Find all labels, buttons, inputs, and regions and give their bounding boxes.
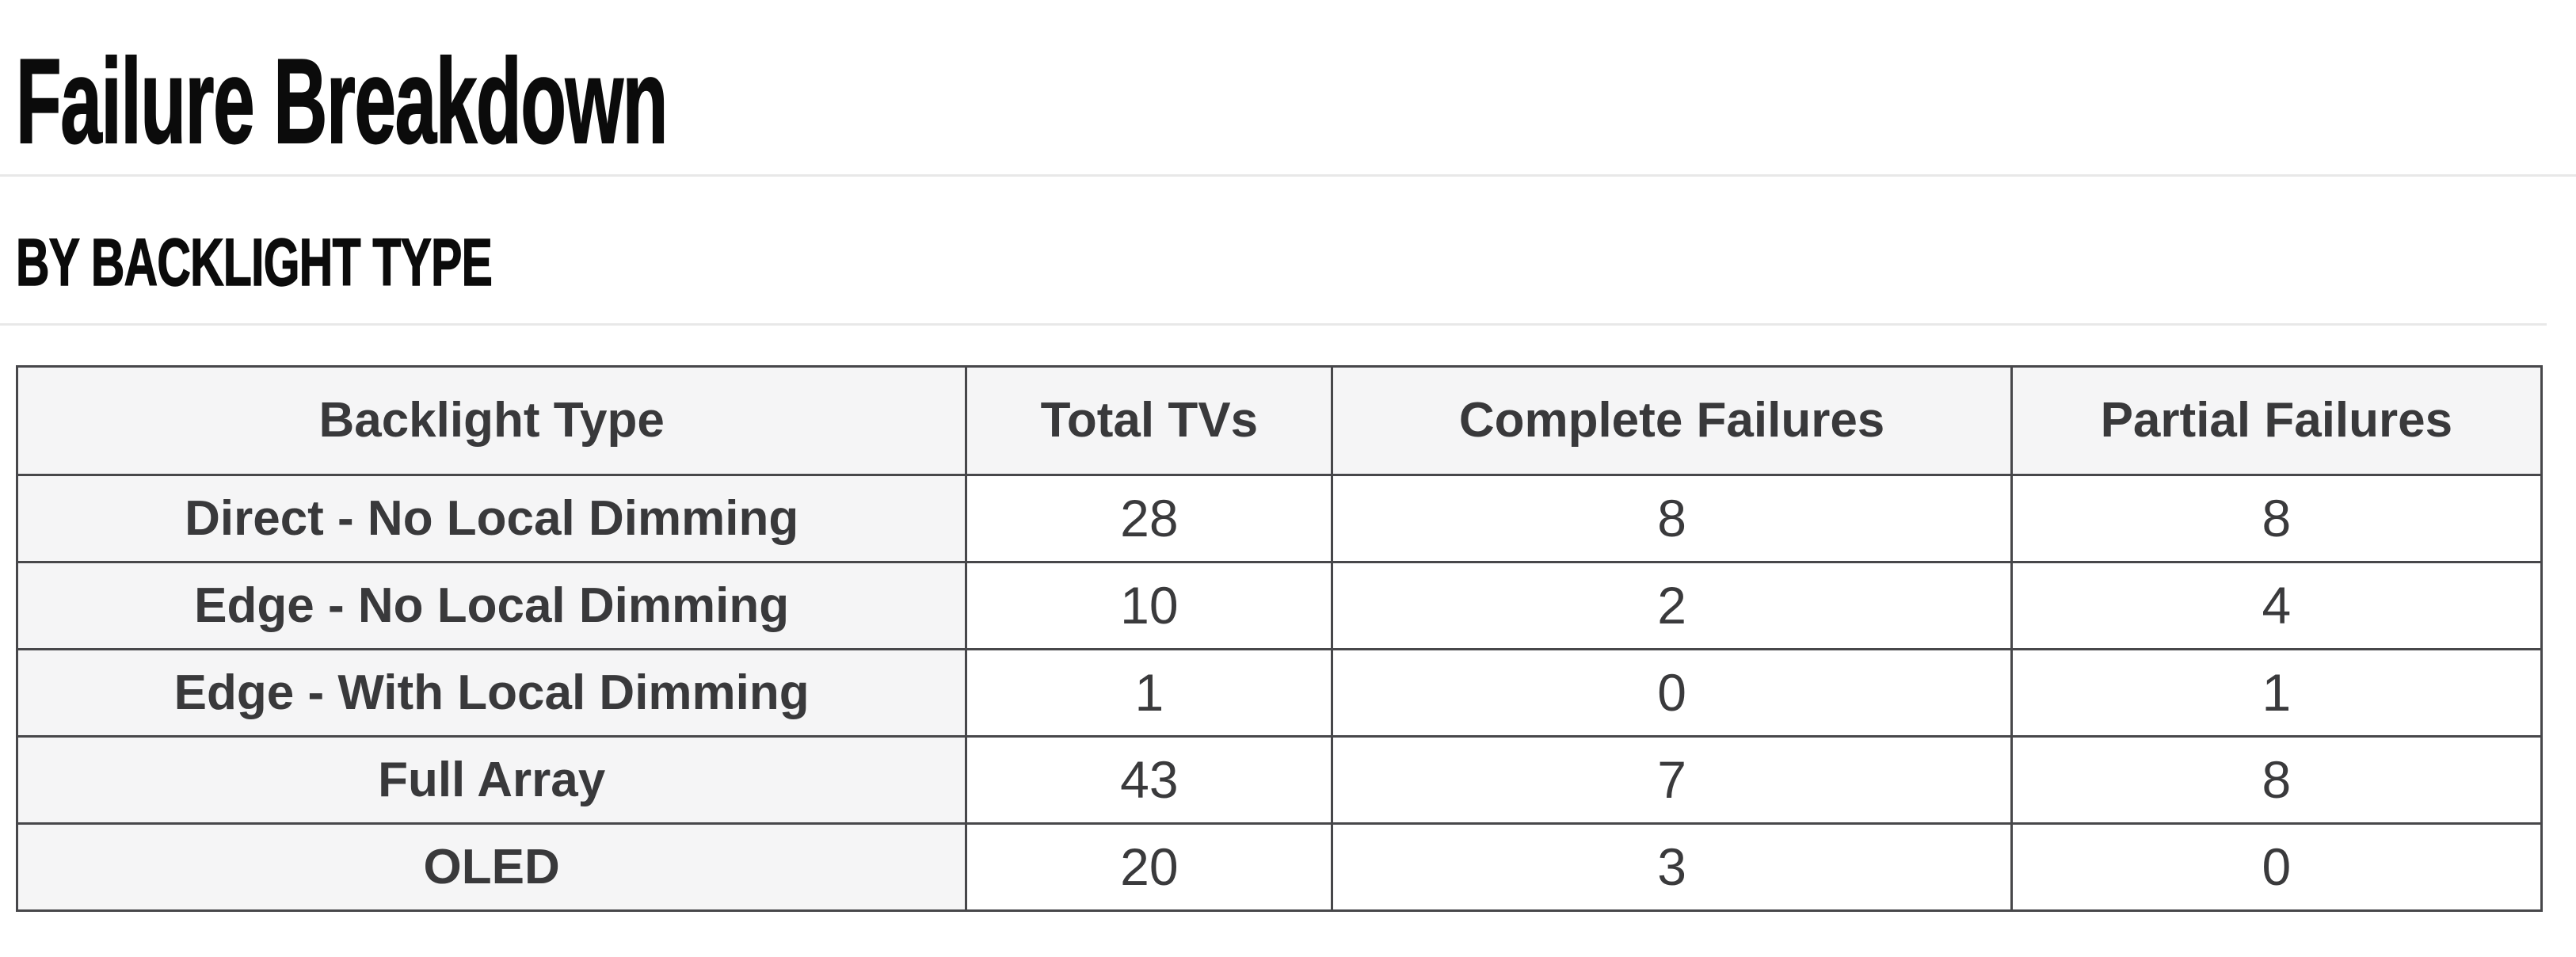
row-label-cell: Full Array xyxy=(15,734,968,825)
row-label-cell: Edge - No Local Dimming xyxy=(15,560,968,650)
value-cell: 8 xyxy=(2010,473,2544,563)
value-cell: 0 xyxy=(1331,647,2013,738)
column-header-complete-failures: Complete Failures xyxy=(1331,364,2013,476)
value-cell: 7 xyxy=(1331,734,2013,825)
table-row: Direct - No Local Dimming 28 8 8 xyxy=(15,473,2544,563)
column-header-partial-failures: Partial Failures xyxy=(2010,364,2544,476)
row-label-cell: Edge - With Local Dimming xyxy=(15,647,968,738)
section-heading: BY BACKLIGHT TYPE xyxy=(15,225,2576,300)
value-cell: 4 xyxy=(2010,560,2544,650)
value-cell: 3 xyxy=(1331,822,2013,912)
table-row: Full Array 43 7 8 xyxy=(15,734,2544,825)
value-cell: 8 xyxy=(1331,473,2013,563)
value-cell: 1 xyxy=(2010,647,2544,738)
value-cell: 1 xyxy=(965,647,1334,738)
column-header-total-tvs: Total TVs xyxy=(965,364,1334,476)
value-cell: 43 xyxy=(965,734,1334,825)
value-cell: 2 xyxy=(1331,560,2013,650)
title-divider xyxy=(0,174,2576,177)
section-divider xyxy=(0,322,2547,326)
column-header-backlight-type: Backlight Type xyxy=(15,364,968,476)
value-cell: 20 xyxy=(965,822,1334,912)
failure-breakdown-table: Backlight Type Total TVs Complete Failur… xyxy=(15,364,2544,912)
table-row: Edge - No Local Dimming 10 2 4 xyxy=(15,560,2544,650)
value-cell: 0 xyxy=(2010,822,2544,912)
value-cell: 10 xyxy=(965,560,1334,650)
page-title: Failure Breakdown xyxy=(15,34,2576,169)
value-cell: 28 xyxy=(965,473,1334,563)
row-label-cell: Direct - No Local Dimming xyxy=(15,473,968,563)
section-heading-text: BY BACKLIGHT TYPE xyxy=(15,225,493,300)
table-header-row: Backlight Type Total TVs Complete Failur… xyxy=(15,364,2544,476)
table-row: OLED 20 3 0 xyxy=(15,822,2544,912)
table-row: Edge - With Local Dimming 1 0 1 xyxy=(15,647,2544,738)
value-cell: 8 xyxy=(2010,734,2544,825)
row-label-cell: OLED xyxy=(15,822,968,912)
page-title-text: Failure Breakdown xyxy=(15,34,669,169)
